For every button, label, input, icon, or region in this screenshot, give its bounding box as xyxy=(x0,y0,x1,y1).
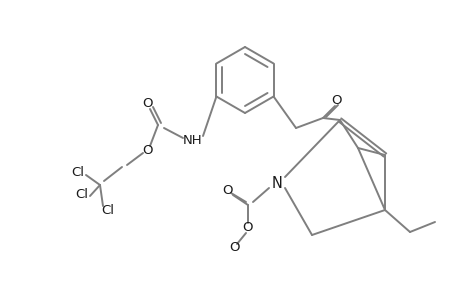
Text: O: O xyxy=(331,94,341,106)
Text: Cl: Cl xyxy=(75,188,88,202)
Text: O: O xyxy=(142,143,153,157)
Text: Cl: Cl xyxy=(101,203,114,217)
Text: O: O xyxy=(229,242,240,254)
Text: Cl: Cl xyxy=(71,167,84,179)
Text: O: O xyxy=(222,184,233,196)
Text: O: O xyxy=(142,97,153,110)
Text: NH: NH xyxy=(183,134,202,146)
Text: N: N xyxy=(271,176,282,190)
Text: O: O xyxy=(242,221,253,235)
